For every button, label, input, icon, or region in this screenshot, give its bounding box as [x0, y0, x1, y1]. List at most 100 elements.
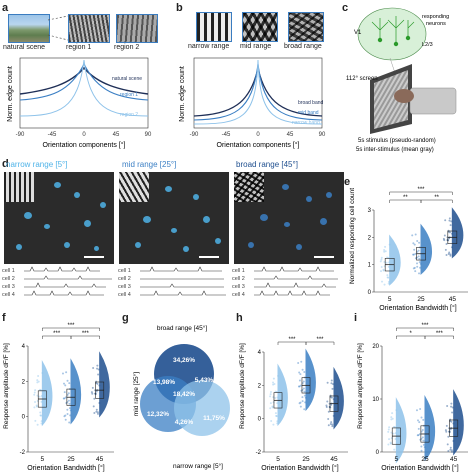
- scatter-point: [34, 389, 37, 392]
- scatter-point: [420, 449, 423, 452]
- micrograph-narrow: [4, 172, 114, 264]
- scatter-point: [301, 368, 304, 371]
- panel-i-chart: Response amplitude dF/F [%] Orientation …: [357, 323, 468, 472]
- scatter-point: [417, 427, 420, 430]
- scatter-point: [270, 419, 273, 422]
- scatter-point: [38, 395, 41, 398]
- y-tick-label: 2: [368, 235, 372, 241]
- tick-b-3: 0: [256, 132, 260, 138]
- micrograph-mid: [119, 172, 229, 264]
- scatter-point: [298, 379, 301, 382]
- scatter-point: [416, 434, 419, 437]
- scatter-point: [447, 435, 450, 438]
- scatter-point: [450, 450, 453, 453]
- sig-label: ***: [316, 337, 324, 343]
- scatter-point: [330, 396, 333, 399]
- scatter-point: [269, 402, 272, 405]
- scatter-point: [272, 383, 275, 386]
- x-tick-label: 5: [276, 456, 280, 463]
- scatter-point: [96, 412, 99, 415]
- violin-shape: [305, 348, 316, 412]
- sig-label: ***: [53, 331, 61, 337]
- panel-d-letter: d: [2, 158, 9, 170]
- responding-neurons-label-2: neurons: [426, 21, 446, 27]
- venn-value-mid: 12,32%: [147, 411, 169, 418]
- scatter-point: [36, 423, 39, 426]
- scatter-point: [325, 404, 328, 407]
- scatter-point: [413, 248, 416, 251]
- sig-label: **: [434, 195, 439, 201]
- scatter-point: [34, 401, 37, 404]
- cell-label-2b: cell 2: [118, 276, 131, 282]
- scatter-point: [445, 424, 448, 427]
- scatter-point: [303, 390, 306, 393]
- scatter-point: [418, 257, 421, 260]
- region1-thumbnail: [68, 14, 110, 43]
- box-iqr: [384, 258, 395, 272]
- scatter-point: [303, 394, 306, 397]
- scatter-point: [96, 367, 99, 370]
- venn-value-all: 18,42%: [173, 391, 195, 398]
- scatter-point: [66, 413, 69, 416]
- scatter-point: [418, 433, 421, 436]
- y-tick-label: 0: [22, 415, 26, 421]
- sig-label: ***: [82, 331, 90, 337]
- thumb-label-mid: mid range: [240, 43, 272, 50]
- tick-a-2: -45: [48, 132, 57, 138]
- scatter-point: [64, 396, 67, 399]
- scatter-point: [384, 245, 387, 248]
- scatter-point: [415, 409, 418, 412]
- sig-label: ***: [67, 323, 75, 329]
- scatter-point: [381, 280, 384, 283]
- scatter-point: [448, 251, 451, 254]
- venn-value-broad-mid: 13,98%: [153, 379, 175, 386]
- tick-a-1: -90: [16, 132, 25, 138]
- cell-label-1a: cell 1: [2, 268, 15, 274]
- y-tick-label: 0: [368, 290, 372, 296]
- scatter-point: [445, 254, 448, 257]
- scatter-point: [444, 248, 447, 251]
- scatter-point: [417, 255, 420, 258]
- scatter-point: [412, 267, 415, 270]
- broad-band-curve: [193, 67, 323, 117]
- scatter-point: [420, 445, 423, 448]
- scatter-point: [392, 425, 395, 428]
- panel-e-ylabel: Normalized responding cell count: [349, 188, 356, 284]
- scatter-point: [416, 265, 419, 268]
- scatter-point: [36, 381, 39, 384]
- scatter-point: [330, 382, 333, 385]
- x-tick-label: 5: [41, 456, 45, 463]
- scatter-point: [447, 450, 450, 453]
- panel-b-ylabel: Norm. edge count: [179, 66, 186, 122]
- y-tick-label: 4: [258, 350, 262, 356]
- cell-label-3a: cell 3: [2, 284, 15, 290]
- sig-label: ***: [288, 337, 296, 343]
- scatter-point: [389, 441, 392, 444]
- scatter-point: [65, 371, 68, 374]
- cell-label-1c: cell 1: [232, 268, 245, 274]
- scatter-point: [33, 406, 36, 409]
- panel-h-chart: Response amplitude dF/F [%] Orientation …: [239, 337, 348, 472]
- scatter-point: [451, 411, 454, 414]
- scatter-point: [90, 391, 93, 394]
- scatter-point: [33, 393, 36, 396]
- scatter-point: [389, 442, 392, 445]
- thumbnail-connectors: [47, 15, 69, 41]
- scatter-point: [413, 266, 416, 269]
- sig-bracket: [70, 335, 100, 339]
- scatter-point: [450, 420, 453, 423]
- scatter-point: [421, 436, 424, 439]
- x-tick-label: 25: [417, 296, 425, 303]
- series-label-narrow: narrow band: [292, 120, 320, 126]
- scatter-point: [448, 217, 451, 220]
- cell-label-2c: cell 2: [232, 276, 245, 282]
- thumb-label-natural: natural scene: [3, 44, 46, 51]
- scatter-point: [443, 239, 446, 242]
- natural-scene-thumbnail: [8, 14, 50, 43]
- scatter-point: [298, 371, 301, 374]
- scatter-point: [272, 381, 275, 384]
- region2-thumbnail: [116, 14, 158, 43]
- x-tick-label: 45: [330, 456, 338, 463]
- sig-bracket: [396, 327, 454, 331]
- scatter-point: [413, 243, 416, 246]
